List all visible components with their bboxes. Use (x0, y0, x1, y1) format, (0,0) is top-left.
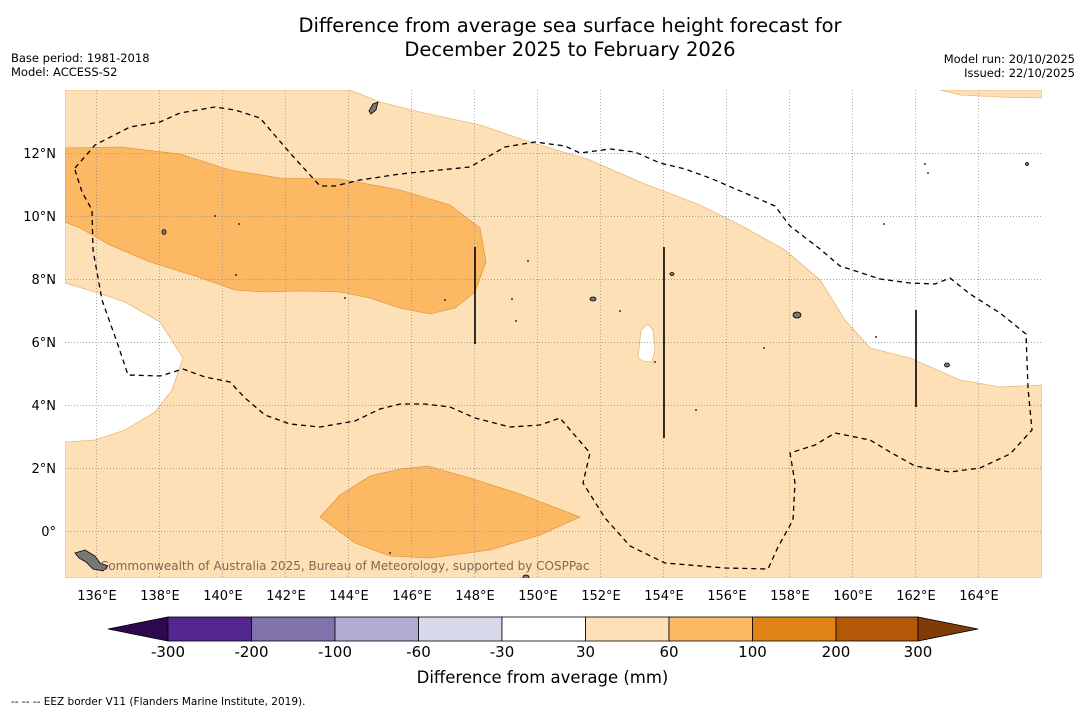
lat-label: 10°N (23, 210, 56, 225)
lon-label: 136°E (77, 589, 117, 604)
colorbar-bin (501, 616, 586, 642)
eez-boundary-segments (474, 247, 917, 438)
lon-label: 144°E (329, 589, 369, 604)
issued-date: Issued: 22/10/2025 (964, 66, 1075, 80)
eez-border (74, 106, 1033, 570)
island-kosrae (944, 362, 950, 368)
island-palau (368, 101, 379, 115)
run-info: Model run: 20/10/2025 Issued: 22/10/2025 (944, 52, 1075, 80)
island-pohnpei (792, 311, 802, 319)
colorbar-tick: 100 (738, 643, 767, 661)
latitude-labels: 12°N 10°N 8°N 6°N 4°N 2°N 0° (23, 147, 56, 540)
lon-label: 140°E (203, 589, 243, 604)
colorbar-bin (585, 616, 670, 642)
model-run-date: Model run: 20/10/2025 (943, 52, 1075, 66)
lon-label: 142°E (266, 589, 306, 604)
island-small-4 (1025, 162, 1029, 166)
atoll-dots (214, 163, 929, 554)
island-small-1 (161, 229, 167, 235)
lon-label: 154°E (644, 589, 684, 604)
lon-label: 156°E (707, 589, 747, 604)
map-title: Difference from average sea surface heig… (0, 14, 1085, 62)
lon-label: 152°E (581, 589, 621, 604)
lat-label: 0° (41, 525, 56, 540)
latitude-gridlines (65, 153, 1042, 532)
colorbar-tick: -30 (489, 643, 515, 661)
colorbar-title: Difference from average (mm) (416, 668, 669, 687)
title-line-1: Difference from average sea surface heig… (298, 14, 842, 37)
lat-label: 12°N (23, 147, 56, 162)
lon-label: 148°E (455, 589, 495, 604)
colorbar-bin (251, 616, 336, 642)
island-papua (74, 549, 109, 572)
eez-footnote: -- -- -- EEZ border V11 (Flanders Marine… (11, 696, 306, 708)
title-line-2: December 2025 to February 2026 (404, 38, 736, 61)
colorbar-bin (668, 616, 753, 642)
colorbar-extend-low (107, 616, 169, 642)
colorbar (107, 616, 979, 642)
colorbar-tick: -100 (317, 643, 353, 661)
anomaly-region-60-100-south (319, 465, 581, 559)
island-small-3 (522, 574, 530, 578)
lon-label: 162°E (896, 589, 936, 604)
colorbar-tick: -200 (234, 643, 269, 661)
colorbar-tick: 30 (575, 643, 596, 661)
longitude-gridlines (96, 90, 979, 578)
model-name: Model: ACCESS-S2 (11, 65, 118, 79)
lat-label: 6°N (32, 336, 57, 351)
neutral-patch-154E (637, 323, 656, 363)
lon-label: 160°E (833, 589, 873, 604)
model-info: Base period: 1981-2018 Model: ACCESS-S2 (11, 51, 150, 79)
lat-label: 8°N (32, 273, 57, 288)
lon-label: 150°E (518, 589, 558, 604)
island-chuuk (589, 296, 597, 302)
credit-text: Commonwealth of Australia 2025, Bureau o… (100, 559, 590, 573)
anomaly-region-60-100-north (65, 146, 487, 315)
colorbar-extend-high (917, 616, 979, 642)
lon-label: 158°E (770, 589, 810, 604)
island-small-2 (669, 272, 675, 276)
colorbar-bin (835, 616, 919, 642)
colorbar-tick: 200 (821, 643, 851, 661)
lon-label: 146°E (392, 589, 432, 604)
colorbar-tick: 300 (903, 643, 933, 661)
colorbar-tick: -60 (406, 643, 431, 661)
colorbar-tick: -300 (150, 643, 186, 661)
colorbar-tick: 60 (659, 643, 679, 661)
lat-label: 4°N (32, 399, 57, 414)
anomaly-region-30-60-northeast (939, 90, 1042, 99)
lat-label: 2°N (32, 462, 57, 477)
colorbar-bin (167, 616, 252, 642)
lon-label: 138°E (140, 589, 180, 604)
lon-label: 164°E (959, 589, 999, 604)
islands (74, 101, 1029, 578)
longitude-labels: 136°E 138°E 140°E 142°E 144°E 146°E 148°… (77, 589, 999, 604)
base-period: Base period: 1981-2018 (11, 51, 150, 65)
colorbar-bin (334, 616, 419, 642)
colorbar-bin (752, 616, 837, 642)
colorbar-bin (418, 616, 503, 642)
